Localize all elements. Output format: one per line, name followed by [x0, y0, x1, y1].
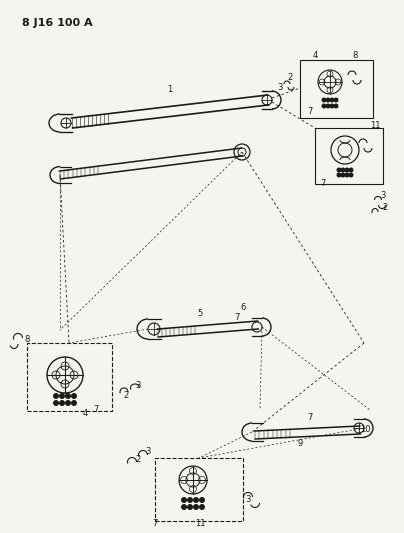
Circle shape	[199, 504, 205, 510]
Text: 11: 11	[195, 519, 205, 528]
Text: 6: 6	[240, 303, 246, 312]
Text: 4: 4	[82, 408, 88, 417]
Bar	[155, 458, 243, 521]
Circle shape	[337, 167, 341, 173]
Text: 8: 8	[352, 51, 358, 60]
Circle shape	[181, 504, 187, 510]
Bar	[315, 128, 383, 184]
Circle shape	[330, 98, 335, 102]
Circle shape	[193, 497, 199, 503]
Bar	[27, 343, 112, 411]
Text: 7: 7	[320, 179, 326, 188]
Circle shape	[345, 173, 349, 177]
Bar	[300, 60, 373, 118]
Text: 2: 2	[123, 391, 128, 400]
Circle shape	[330, 103, 335, 109]
Circle shape	[65, 393, 71, 399]
Circle shape	[65, 400, 71, 406]
Text: 8: 8	[24, 335, 29, 344]
Text: 4: 4	[312, 51, 318, 60]
Text: 3: 3	[135, 382, 141, 391]
Text: 7: 7	[93, 406, 99, 415]
Circle shape	[187, 497, 193, 503]
Circle shape	[349, 173, 354, 177]
Text: 3: 3	[145, 448, 151, 456]
Text: 5: 5	[198, 309, 203, 318]
Circle shape	[333, 103, 339, 109]
Circle shape	[71, 393, 77, 399]
Text: 2: 2	[287, 72, 292, 82]
Circle shape	[59, 400, 65, 406]
Text: 3: 3	[380, 190, 386, 199]
Circle shape	[53, 393, 59, 399]
Circle shape	[345, 167, 349, 173]
Text: 9: 9	[297, 439, 303, 448]
Text: 3: 3	[245, 496, 251, 505]
Text: 8 J16 100 A: 8 J16 100 A	[22, 18, 93, 28]
Text: 7: 7	[152, 519, 158, 528]
Circle shape	[322, 98, 326, 102]
Circle shape	[349, 167, 354, 173]
Text: 10: 10	[360, 425, 370, 434]
Circle shape	[181, 497, 187, 503]
Circle shape	[53, 400, 59, 406]
Text: 1: 1	[167, 85, 173, 94]
Circle shape	[326, 103, 330, 109]
Text: 2: 2	[382, 203, 387, 212]
Circle shape	[337, 173, 341, 177]
Text: 11: 11	[370, 120, 380, 130]
Circle shape	[326, 98, 330, 102]
Text: 7: 7	[307, 108, 313, 117]
Circle shape	[193, 504, 199, 510]
Circle shape	[71, 400, 77, 406]
Circle shape	[341, 167, 345, 173]
Text: 2: 2	[135, 456, 141, 464]
Text: 7: 7	[234, 313, 240, 322]
Text: 3: 3	[277, 84, 283, 93]
Circle shape	[199, 497, 205, 503]
Circle shape	[187, 504, 193, 510]
Circle shape	[59, 393, 65, 399]
Text: 7: 7	[307, 414, 313, 423]
Circle shape	[322, 103, 326, 109]
Circle shape	[333, 98, 339, 102]
Circle shape	[341, 173, 345, 177]
